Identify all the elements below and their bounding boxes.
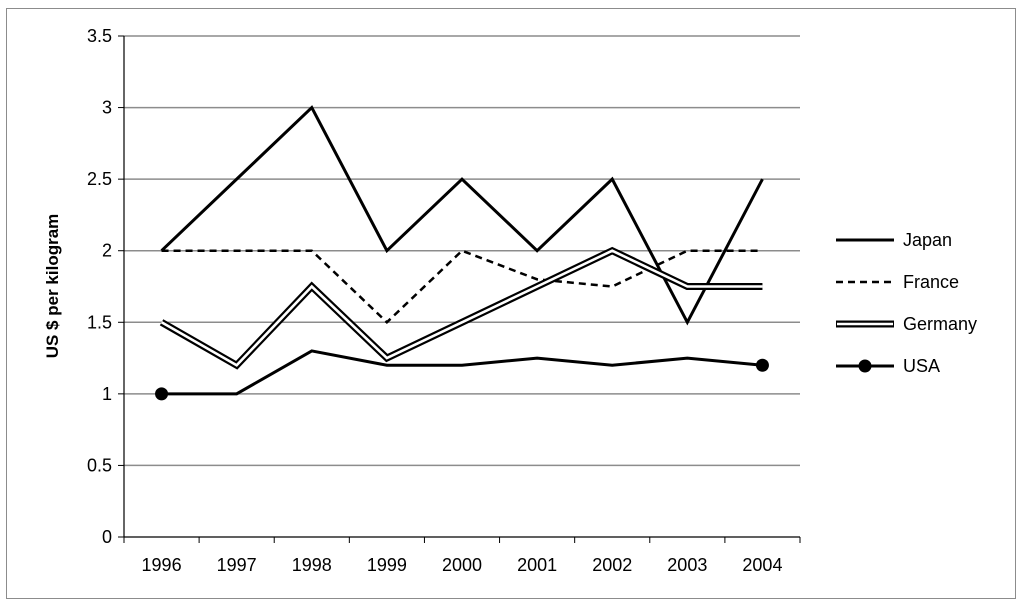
x-tick-label: 2000 <box>442 555 482 575</box>
x-tick-label: 2004 <box>742 555 782 575</box>
y-tick-label: 0.5 <box>87 455 112 475</box>
series-japan-line <box>160 105 764 326</box>
y-tick-label: 2 <box>102 241 112 261</box>
y-tick-label: 3.5 <box>87 26 112 46</box>
x-tick-labels: 1996 1997 1998 1999 2000 2001 2002 2003 2004 <box>142 555 783 575</box>
y-tick-label: 3 <box>102 98 112 118</box>
series-france-line <box>161 249 763 325</box>
series-usa-point <box>755 358 769 372</box>
legend-france-label: France <box>903 272 959 292</box>
legend-usa-marker <box>858 359 872 373</box>
y-tick-label: 1 <box>102 384 112 404</box>
legend: Japan France Germany USA <box>836 230 977 376</box>
x-tick-label: 1996 <box>142 555 182 575</box>
y-tick-label: 1.5 <box>87 312 112 332</box>
x-tick-label: 1999 <box>367 555 407 575</box>
y-tick-label: 0 <box>102 527 112 547</box>
series-usa-line <box>161 349 763 396</box>
chart-frame <box>6 8 1016 599</box>
legend-germany-label: Germany <box>903 314 977 334</box>
y-tick-label: 2.5 <box>87 169 112 189</box>
legend-usa-label: USA <box>903 356 940 376</box>
series-lines <box>155 105 769 401</box>
legend-japan-label: Japan <box>903 230 952 250</box>
y-tick-labels: 0 0.5 1 1.5 2 2.5 3 3.5 <box>87 26 112 547</box>
x-tick-label: 2002 <box>592 555 632 575</box>
x-tick-label: 1997 <box>217 555 257 575</box>
x-tick-label: 1998 <box>292 555 332 575</box>
x-tick-label: 2003 <box>667 555 707 575</box>
axes <box>118 35 801 543</box>
y-axis-title: US $ per kilogram <box>43 214 62 359</box>
series-usa-point <box>155 387 169 401</box>
x-tick-label: 2001 <box>517 555 557 575</box>
series-germany-line-inner <box>160 249 763 367</box>
